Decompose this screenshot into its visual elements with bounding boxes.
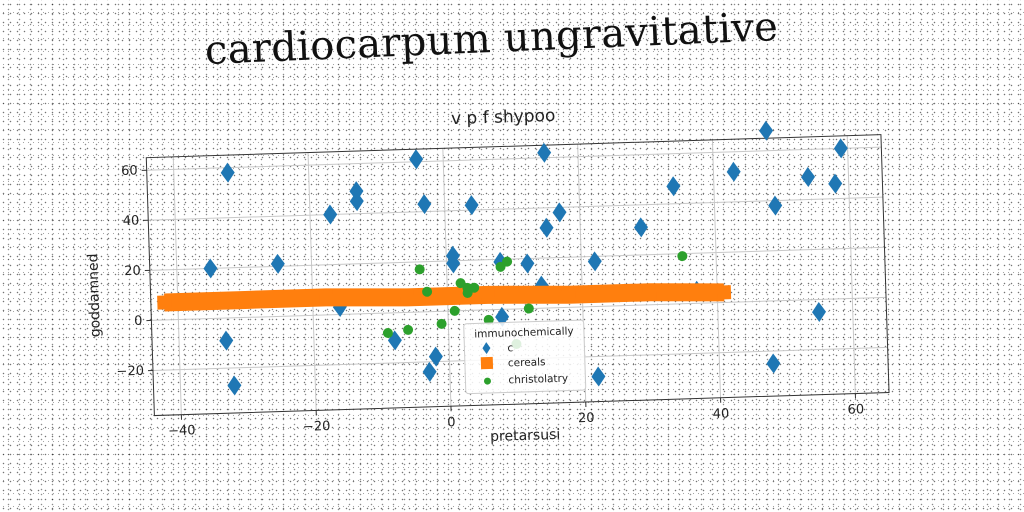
c-point [495,306,510,327]
c-point [591,366,606,387]
c-point [833,138,848,159]
cereals-point [157,295,172,310]
legend: immunochemically c cereals christolatry [463,319,587,395]
cereals-point [561,287,577,302]
x-tick-label: −40 [168,423,196,439]
c-point [766,353,781,374]
c-point [520,253,535,274]
c-point [203,258,218,279]
legend-title: immunochemically [474,325,574,340]
c-point [812,301,827,322]
christolatry-point [677,251,688,262]
cereals-point [716,285,732,300]
c-point [759,120,774,141]
chart-root: v p f shypoo −40 −20 0 20 40 60 −20 0 20 40 60 pre… [85,106,890,445]
c-point [409,149,424,170]
c-point [666,176,681,197]
x-tick-label: 40 [713,406,730,422]
c-point [768,195,783,216]
x-axis-label: pretarsusi [490,427,561,445]
y-gridline [151,296,887,321]
christolatry-point [422,286,433,297]
c-point [633,217,648,238]
x-gridline [846,135,856,394]
x-gridline [307,152,317,411]
legend-label-c: c [507,342,513,354]
x-tick-label: 60 [847,402,864,418]
christolatry-point [502,256,513,267]
chart-subtitle: v p f shypoo [451,106,556,129]
x-tick-label: 0 [447,415,456,430]
c-point [552,202,567,223]
c-point [428,346,443,367]
legend-marker-cereals [480,356,494,370]
cereals-point [480,287,496,303]
c-point [349,191,364,212]
c-point [726,161,741,182]
y-tick-label: 60 [121,163,138,179]
cereals-point [318,290,334,305]
c-point [219,330,234,351]
cereals-point [237,292,253,308]
legend-marker-christolatry [483,377,491,385]
christolatry-point [414,264,425,275]
c-point [464,195,479,216]
christolatry-point [382,328,393,339]
c-point [323,204,338,225]
y-tick-label: 40 [123,214,140,230]
christolatry-point [483,314,494,325]
x-gridline [172,156,182,415]
cereals-point [642,285,657,300]
y-tick-label: 0 [134,314,143,329]
c-point [537,142,552,163]
y-gridline [146,146,882,171]
legend-label-cereals: cereals [508,356,546,369]
c-point [801,166,816,187]
legend-box [463,319,587,395]
cereals-point [399,290,415,305]
christolatry-point [449,305,460,316]
christolatry-point [469,282,480,293]
christolatry-point [523,303,534,314]
y-tick-label: −20 [116,364,144,380]
x-tick-label: −20 [303,419,331,435]
x-gridline [711,139,722,398]
c-point [417,194,432,215]
axis-ticks: −40 −20 0 20 40 60 −20 0 20 40 60 [116,163,864,439]
legend-marker-c [482,342,491,355]
y-tick-label: 20 [124,264,141,280]
y-gridline [148,196,883,221]
y-axis-label: goddamned [85,253,104,337]
c-point [227,375,242,396]
plot-frame [145,134,890,417]
christolatry-point [436,318,447,329]
c-point [270,253,285,274]
c-point [828,173,843,194]
x-tick-label: 20 [578,411,595,427]
c-point [220,162,235,183]
c-point [446,253,461,274]
legend-label-christolatry: christolatry [508,373,568,387]
series-cereals-band [164,283,725,312]
data-marks [157,120,848,396]
x-gridline [442,148,452,407]
christolatry-point [403,324,414,335]
c-point [422,361,437,382]
y-gridline [149,246,885,271]
c-point [587,251,602,272]
c-point [539,217,554,238]
